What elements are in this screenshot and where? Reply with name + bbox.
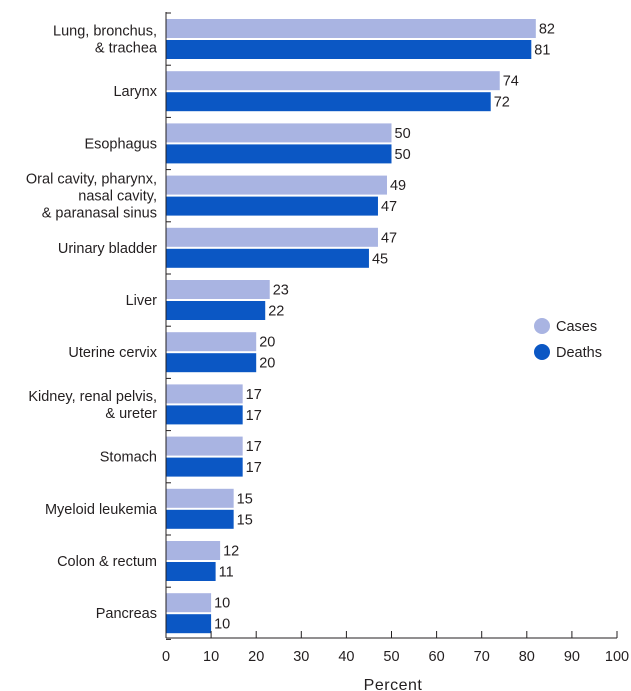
bar-deaths-3 [166, 197, 378, 216]
value-label-cases-11: 10 [214, 596, 230, 612]
bar-cases-8 [166, 437, 243, 456]
value-label-cases-1: 74 [503, 74, 519, 90]
x-tick-label-50: 50 [383, 649, 399, 665]
x-tick-label-100: 100 [605, 649, 629, 665]
value-label-cases-4: 47 [381, 230, 397, 246]
category-label-7: Kidney, renal pelvis, & ureter [28, 389, 157, 422]
value-label-cases-2: 50 [395, 126, 411, 142]
value-label-deaths-3: 47 [381, 199, 397, 215]
bar-deaths-1 [166, 92, 491, 111]
bar-cases-2 [166, 123, 392, 142]
value-label-deaths-9: 15 [237, 512, 253, 528]
x-axis-title: Percent [364, 677, 423, 691]
category-label-1: Larynx [113, 84, 157, 100]
category-label-2: Esophagus [84, 136, 157, 152]
bar-deaths-9 [166, 510, 234, 529]
value-label-deaths-0: 81 [534, 43, 550, 59]
value-label-deaths-8: 17 [246, 460, 262, 476]
bar-cases-9 [166, 489, 234, 508]
value-label-deaths-10: 11 [219, 565, 234, 581]
category-label-8: Stomach [100, 450, 157, 466]
bar-cases-11 [166, 593, 211, 612]
bar-deaths-4 [166, 249, 369, 268]
category-label-9: Myeloid leukemia [45, 502, 158, 518]
value-label-deaths-1: 72 [494, 95, 510, 111]
bar-deaths-7 [166, 405, 243, 424]
bars-layer [166, 19, 536, 633]
category-label-6: Uterine cervix [68, 345, 157, 361]
value-label-cases-6: 20 [259, 335, 275, 351]
value-label-cases-7: 17 [246, 387, 262, 403]
x-tick-label-70: 70 [474, 649, 490, 665]
value-label-deaths-7: 17 [246, 408, 262, 424]
bar-cases-6 [166, 332, 256, 351]
value-label-deaths-5: 22 [268, 304, 284, 320]
bar-cases-7 [166, 384, 243, 403]
legend-swatch-deaths [534, 344, 550, 360]
value-label-cases-0: 82 [539, 22, 555, 38]
x-tick-label-80: 80 [519, 649, 535, 665]
bar-deaths-8 [166, 458, 243, 477]
legend-label-cases: Cases [556, 319, 597, 335]
category-labels: Lung, bronchus, & trachea Larynx Esophagus O… [26, 24, 158, 623]
category-label-4: Urinary bladder [58, 241, 157, 257]
value-label-deaths-6: 20 [259, 356, 275, 372]
bar-deaths-6 [166, 353, 256, 372]
category-label-0: Lung, bronchus, & trachea [53, 24, 158, 57]
value-labels: 82 81 74 72 50 50 49 47 47 45 23 22 20 20 17 17 17 17 15 15… [214, 22, 555, 633]
x-tick-label-60: 60 [429, 649, 445, 665]
value-label-cases-8: 17 [246, 439, 262, 455]
bar-deaths-10 [166, 562, 216, 581]
bar-cases-5 [166, 280, 270, 299]
legend: Cases Deaths [534, 318, 602, 361]
value-label-deaths-11: 10 [214, 617, 230, 633]
x-tick-label-90: 90 [564, 649, 580, 665]
category-label-10: Colon & rectum [57, 554, 157, 570]
value-label-deaths-2: 50 [395, 147, 411, 163]
bar-cases-10 [166, 541, 220, 560]
bar-deaths-2 [166, 144, 392, 163]
bar-cases-0 [166, 19, 536, 38]
bar-deaths-11 [166, 614, 211, 633]
bar-cases-4 [166, 228, 378, 247]
bar-deaths-5 [166, 301, 265, 320]
x-tick-label-0: 0 [162, 649, 170, 665]
x-tick-label-40: 40 [338, 649, 354, 665]
value-label-cases-5: 23 [273, 283, 289, 299]
bar-cases-1 [166, 71, 500, 90]
x-tick-label-20: 20 [248, 649, 264, 665]
category-label-5: Liver [126, 293, 158, 309]
bar-cases-3 [166, 176, 387, 195]
category-label-3: Oral cavity, pharynx, nasal cavity, & para… [26, 172, 157, 222]
legend-label-deaths: Deaths [556, 345, 602, 361]
x-tick-label-10: 10 [203, 649, 219, 665]
bar-deaths-0 [166, 40, 531, 59]
value-label-deaths-4: 45 [372, 251, 388, 267]
category-label-11: Pancreas [96, 606, 157, 622]
value-label-cases-3: 49 [390, 178, 406, 194]
legend-swatch-cases [534, 318, 550, 334]
value-label-cases-10: 12 [223, 544, 239, 560]
value-label-cases-9: 15 [237, 491, 253, 507]
x-tick-label-30: 30 [293, 649, 309, 665]
